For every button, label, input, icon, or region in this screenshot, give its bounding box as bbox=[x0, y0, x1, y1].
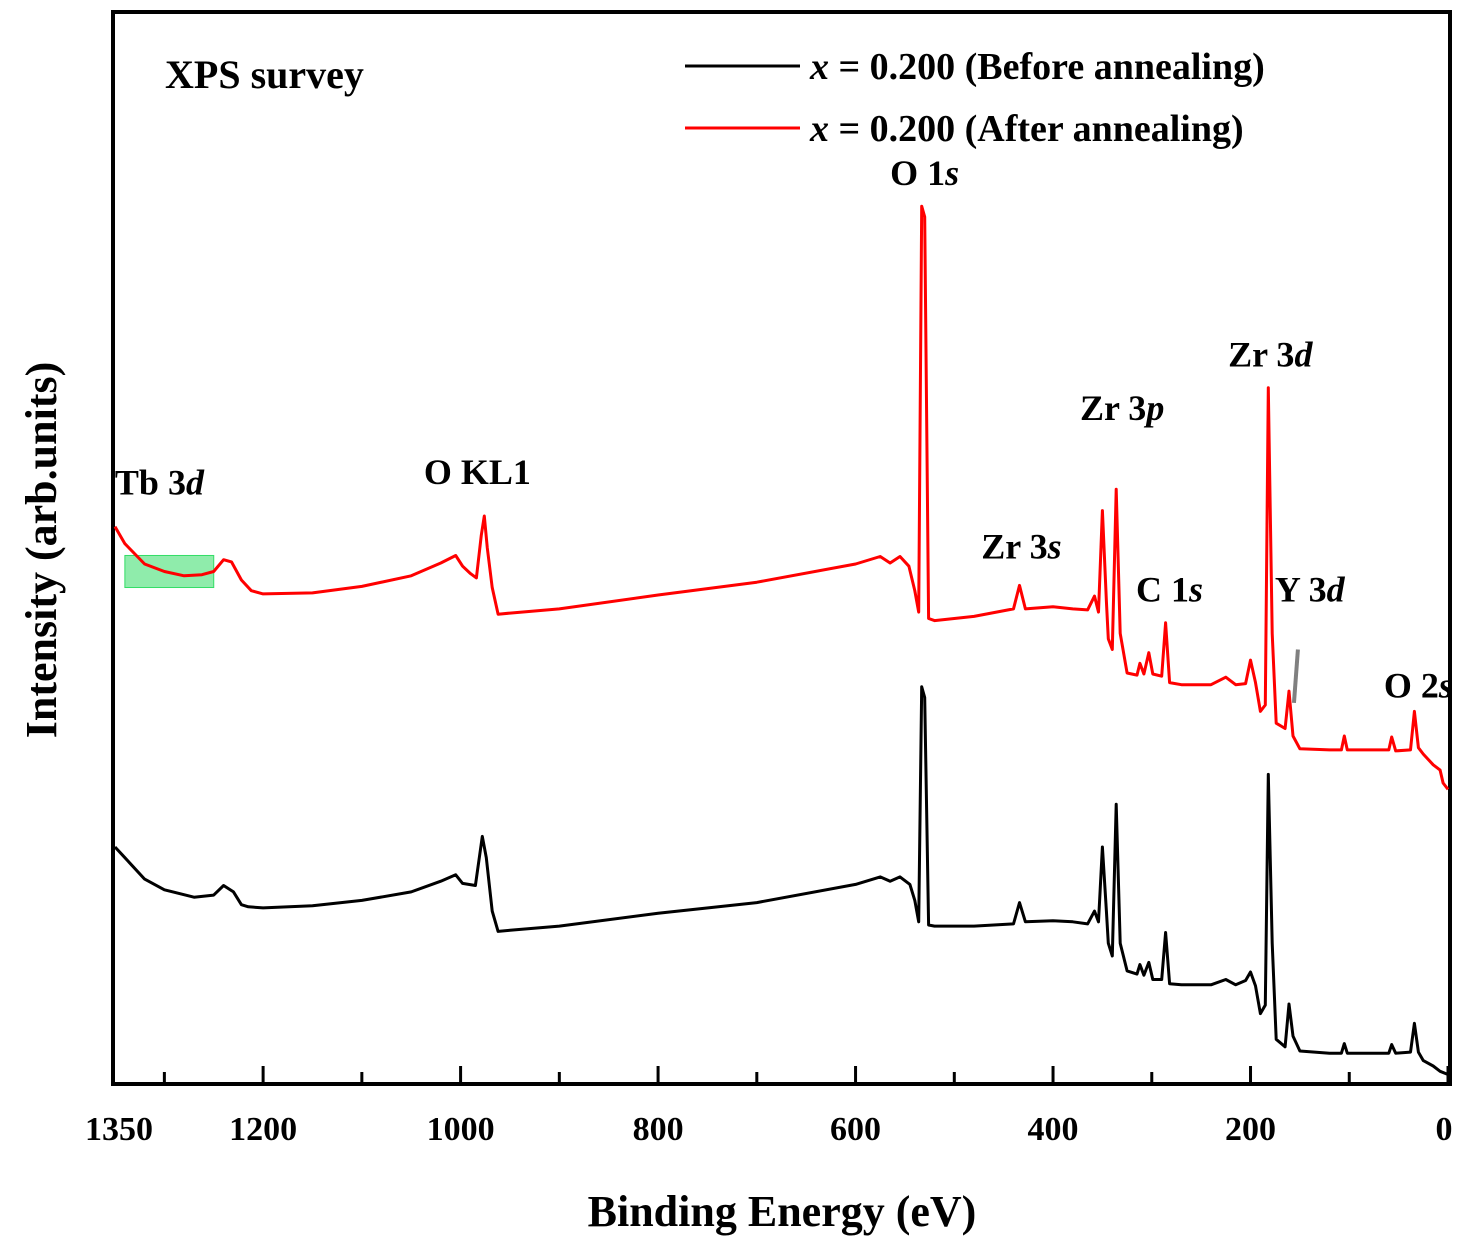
x-tick-label: 1000 bbox=[427, 1111, 495, 1148]
legend-label-after: x = 0.200 (After annealing) bbox=[809, 108, 1244, 150]
x-tick-label: 200 bbox=[1225, 1111, 1276, 1148]
legend-label-before: x = 0.200 (Before annealing) bbox=[809, 46, 1265, 88]
x-axis-ticks bbox=[162, 1066, 1450, 1082]
x-tick-label: 400 bbox=[1028, 1111, 1079, 1148]
peak-label: Zr 3p bbox=[1080, 388, 1164, 428]
y-axis-title: Intensity (arb.units) bbox=[17, 362, 66, 739]
x-tick-label: 1350 bbox=[85, 1111, 153, 1148]
peak-label: O 1s bbox=[890, 153, 959, 193]
x-axis-tick-labels: 1350 1200 1000 800 600 400 200 0 bbox=[85, 1111, 1453, 1148]
x-tick-label: 600 bbox=[830, 1111, 881, 1148]
peak-label: C 1s bbox=[1136, 569, 1203, 609]
series-line-after-annealing bbox=[113, 204, 1450, 791]
x-tick-label: 800 bbox=[633, 1111, 684, 1148]
plot-frame bbox=[111, 10, 1452, 1086]
chart-title: XPS survey bbox=[165, 52, 364, 97]
peak-annotations: O 1s Zr 3p Zr 3d O KL1 Zr 3s C 1s Y 3d O 2s Tb 3… bbox=[115, 153, 1453, 706]
peak-label: Zr 3s bbox=[981, 527, 1061, 567]
peak-label: Y 3d bbox=[1275, 569, 1346, 609]
peak-label: O 2s bbox=[1384, 666, 1453, 706]
peak-label: Tb 3d bbox=[115, 463, 205, 503]
series-line-before-annealing bbox=[113, 685, 1449, 1076]
x-axis-title: Binding Energy (eV) bbox=[588, 1187, 977, 1236]
x-tick-label: 1200 bbox=[229, 1111, 297, 1148]
peak-label: Zr 3d bbox=[1228, 334, 1313, 374]
legend: x = 0.200 (Before annealing) x = 0.200 (… bbox=[685, 46, 1265, 150]
x-tick-label: 0 bbox=[1436, 1111, 1453, 1148]
peak-label: O KL1 bbox=[424, 452, 531, 492]
y-3d-pointer-line bbox=[1291, 649, 1300, 704]
